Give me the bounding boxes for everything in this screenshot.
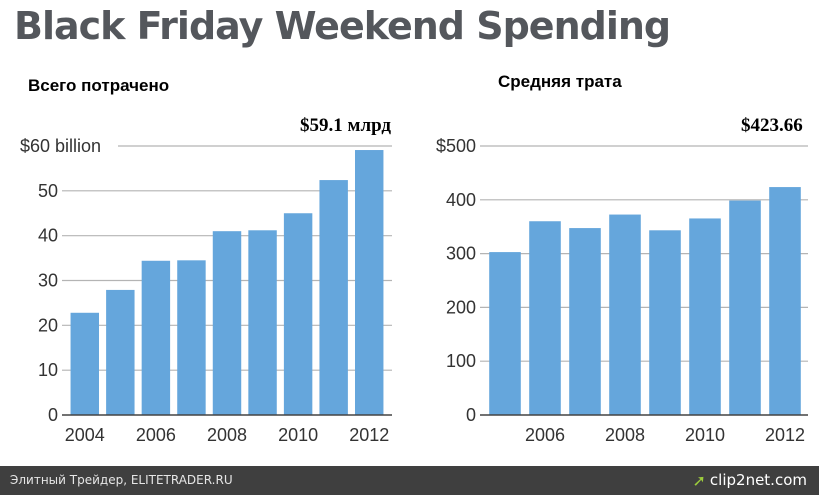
total-x-tick-label: 2008 (207, 425, 247, 445)
chart-title: Black Friday Weekend Spending (14, 4, 671, 48)
average-y-tick-label: 200 (446, 297, 476, 317)
average-y-tick-label: 0 (466, 405, 476, 425)
total-x-tick-label: 2006 (136, 425, 176, 445)
clip2net-arrow-icon: ➚ (692, 470, 706, 490)
average-y-tick-label: $500 (436, 136, 476, 156)
total-x-tick-label: 2012 (349, 425, 389, 445)
total-bar-2009 (248, 230, 277, 415)
total-bar-2006 (141, 260, 171, 415)
total-y-tick-label: 50 (38, 181, 58, 201)
average-spending-chart: 0 100 200 300 400 $500 2006 2008 2010 2012 (436, 136, 808, 445)
average-bar-2005 (489, 252, 521, 415)
average-x-tick-label: 2006 (525, 425, 565, 445)
total-y-tick-label: 0 (48, 405, 58, 425)
average-bar-2007 (569, 228, 601, 415)
left-panel-callout: $59.1 млрд (300, 115, 392, 136)
average-bar-2012 (769, 187, 801, 415)
total-y-tick-label: 10 (38, 360, 58, 380)
average-bar-2006 (529, 221, 561, 415)
average-bar-2011 (729, 200, 761, 415)
average-bar-2008 (609, 214, 641, 415)
left-panel-title: Всего потрачено (28, 76, 170, 95)
right-panel-callout: $423.66 (741, 115, 803, 136)
total-bar-2004 (70, 312, 99, 415)
brand-link[interactable]: ➚ clip2net.com (693, 470, 807, 490)
average-x-tick-label: 2010 (685, 425, 725, 445)
average-bar-2010 (689, 218, 721, 415)
total-bar-2012 (355, 150, 384, 415)
total-y-tick-label: 20 (38, 315, 58, 335)
average-x-tick-label: 2012 (765, 425, 805, 445)
total-y-tick-label: 30 (38, 271, 58, 291)
average-x-tick-label: 2008 (605, 425, 645, 445)
total-y-tick-label: 40 (38, 226, 58, 246)
total-spending-chart: 0 10 20 30 40 50 $60 billion 2004 2006 2008 2010 20… (20, 136, 392, 445)
total-y-tick-label: $60 billion (20, 136, 101, 156)
total-bar-2005 (106, 289, 135, 415)
average-y-tick-label: 300 (446, 244, 476, 264)
right-panel-title: Средняя трата (498, 72, 622, 91)
footer-bar: Элитный Трейдер, ELITETRADER.RU ➚ clip2n… (0, 466, 819, 495)
footer-text: Элитный Трейдер, ELITETRADER.RU (10, 473, 233, 487)
total-bar-2007 (177, 260, 206, 415)
total-bar-2011 (319, 180, 348, 415)
average-y-tick-label: 400 (446, 190, 476, 210)
total-bar-2008 (212, 231, 242, 415)
total-x-tick-label: 2004 (65, 425, 105, 445)
total-bar-2010 (283, 213, 313, 415)
brand-text: clip2net.com (709, 471, 807, 489)
average-bar-2009 (649, 230, 681, 415)
average-y-tick-label: 100 (446, 351, 476, 371)
total-x-tick-label: 2010 (278, 425, 318, 445)
